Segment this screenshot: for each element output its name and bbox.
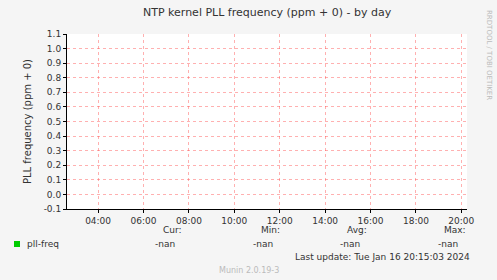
svg-text:18:00: 18:00	[403, 216, 429, 226]
svg-text:0.9: 0.9	[47, 58, 62, 68]
svg-text:Cur:: Cur:	[163, 225, 182, 235]
svg-text:0.8: 0.8	[47, 73, 62, 83]
svg-text:04:00: 04:00	[85, 216, 111, 226]
svg-text:14:00: 14:00	[312, 216, 338, 226]
svg-text:10:00: 10:00	[221, 216, 247, 226]
svg-text:PLL frequency (ppm + 0): PLL frequency (ppm + 0)	[22, 59, 33, 184]
svg-text:Max:: Max:	[444, 225, 466, 235]
svg-text:06:00: 06:00	[131, 216, 157, 226]
svg-text:-nan: -nan	[253, 239, 273, 249]
svg-text:Last update: Tue Jan 16 20:15:: Last update: Tue Jan 16 20:15:03 2024	[295, 252, 470, 262]
svg-text:0.2: 0.2	[47, 160, 61, 170]
svg-text:pll-freq: pll-freq	[27, 239, 59, 249]
svg-text:Avg:: Avg:	[347, 225, 367, 235]
svg-text:08:00: 08:00	[176, 216, 202, 226]
svg-text:0.0: 0.0	[47, 190, 62, 200]
svg-text:Munin 2.0.19-3: Munin 2.0.19-3	[219, 266, 279, 275]
svg-text:16:00: 16:00	[358, 216, 384, 226]
svg-text:1.0: 1.0	[47, 44, 62, 54]
svg-text:0.6: 0.6	[47, 102, 62, 112]
svg-text:1.1: 1.1	[47, 29, 61, 39]
svg-text:RRDTOOL / TOBI OETIKER: RRDTOOL / TOBI OETIKER	[485, 10, 493, 100]
svg-text:NTP kernel PLL frequency (ppm: NTP kernel PLL frequency (ppm + 0) - by …	[143, 6, 392, 19]
svg-text:Min:: Min:	[261, 225, 280, 235]
svg-text:12:00: 12:00	[267, 216, 293, 226]
svg-text:0.4: 0.4	[47, 131, 62, 141]
svg-text:0.3: 0.3	[47, 146, 61, 156]
svg-text:0.5: 0.5	[47, 117, 61, 127]
svg-text:0.1: 0.1	[47, 175, 61, 185]
svg-text:0.7: 0.7	[47, 87, 61, 97]
svg-text:-nan: -nan	[340, 239, 360, 249]
svg-text:20:00: 20:00	[448, 216, 474, 226]
svg-text:-nan: -nan	[155, 239, 175, 249]
svg-text:-0.1: -0.1	[44, 204, 62, 214]
svg-text:-nan: -nan	[438, 239, 458, 249]
